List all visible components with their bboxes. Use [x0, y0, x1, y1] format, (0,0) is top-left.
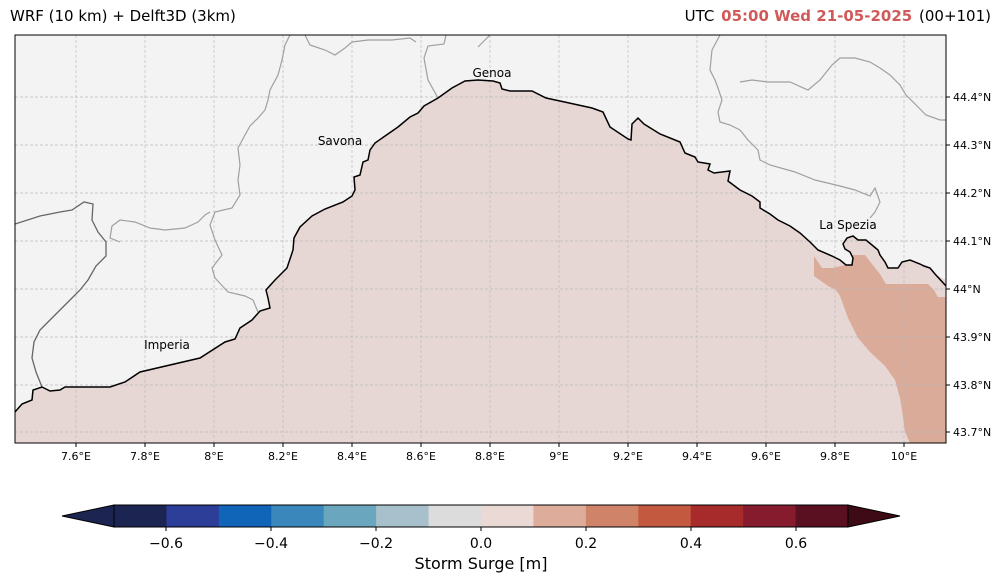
country-border: [15, 201, 107, 388]
colorbar-cell: [218, 505, 272, 527]
city-label-imperia: Imperia: [144, 338, 190, 352]
graticule: [15, 35, 946, 443]
lon-tick-label: 10°E: [891, 450, 917, 463]
lat-tick-label: 43.9°N: [953, 331, 991, 344]
lon-axis: 7.6°E 7.8°E 8°E 8.2°E 8.4°E 8.6°E 8.8°E …: [61, 443, 917, 463]
sea-surge-area: [15, 80, 946, 443]
colorbar-tick-label: −0.2: [359, 536, 393, 552]
colorbar-under-arrow: [61, 504, 115, 528]
left-title: WRF (10 km) + Delft3D (3km): [10, 7, 236, 25]
lon-tick-label: 9.8°E: [820, 450, 850, 463]
lat-tick-label: 44.1°N: [953, 235, 991, 248]
utc-prefix: UTC: [684, 7, 715, 25]
colorbar-cell: [585, 505, 639, 527]
colorbar-cell: [323, 505, 377, 527]
city-label-genoa: Genoa: [473, 66, 512, 80]
lat-tick-label: 44°N: [953, 283, 981, 296]
colorbar-cell: [376, 505, 430, 527]
colorbar-cell: [690, 505, 744, 527]
colorbar-tick-label: 0.6: [785, 536, 807, 552]
colorbar-over-arrow: [847, 504, 901, 528]
colorbar-tick-label: 0.0: [470, 536, 492, 552]
colorbar-tick-label: −0.4: [254, 536, 288, 552]
lon-tick-label: 9°E: [549, 450, 568, 463]
colorbar-cell: [795, 505, 849, 527]
lat-axis: 44.4°N 44.3°N 44.2°N 44.1°N 44°N 43.9°N …: [946, 91, 991, 439]
colorbar-cell: [638, 505, 692, 527]
colorbar-cell: [166, 505, 220, 527]
lon-tick-label: 9.6°E: [751, 450, 781, 463]
map-frame: [14, 34, 947, 444]
lon-tick-label: 7.6°E: [61, 450, 91, 463]
lat-tick-label: 44.2°N: [953, 187, 991, 200]
lon-tick-label: 8.2°E: [268, 450, 298, 463]
colorbar-cell: [481, 505, 534, 527]
city-label-savona: Savona: [318, 134, 362, 148]
colorbar-title: Storm Surge [m]: [415, 554, 548, 573]
lat-tick-label: 43.7°N: [953, 426, 991, 439]
lon-tick-label: 7.8°E: [130, 450, 160, 463]
lon-tick-label: 9.2°E: [613, 450, 643, 463]
city-label-la-spezia: La Spezia: [819, 218, 876, 232]
valid-time: 05:00 Wed 21-05-2025: [721, 7, 913, 25]
colorbar-cells: [114, 505, 849, 527]
lon-tick-label: 8°E: [204, 450, 223, 463]
colorbar-ticks: [165, 527, 797, 531]
lon-tick-label: 8.4°E: [337, 450, 367, 463]
colorbar-tick-label: −0.6: [149, 536, 183, 552]
lead-time: (00+101): [919, 7, 991, 25]
coastline: [15, 79, 946, 413]
colorbar-cell: [428, 505, 482, 527]
colorbar-tick-label: 0.2: [575, 536, 597, 552]
lon-tick-label: 9.4°E: [682, 450, 712, 463]
admin-boundaries: [109, 35, 946, 313]
surge-patch-east: [814, 255, 946, 443]
time-title: UTC 05:00 Wed 21-05-2025 (00+101): [685, 7, 991, 25]
colorbar: −0.6 −0.4 −0.2 0.0 0.2 0.4 0.6 Storm Sur…: [61, 504, 901, 573]
lat-tick-label: 44.3°N: [953, 139, 991, 152]
colorbar-cell: [271, 505, 325, 527]
lat-tick-label: 43.8°N: [953, 379, 991, 392]
lat-tick-label: 44.4°N: [953, 91, 991, 104]
lon-tick-label: 8.6°E: [406, 450, 436, 463]
map-area: Genoa Savona La Spezia Imperia: [15, 35, 946, 443]
colorbar-cell: [743, 505, 797, 527]
colorbar-tick-label: 0.4: [680, 536, 702, 552]
colorbar-cell: [533, 505, 587, 527]
lon-tick-label: 8.8°E: [475, 450, 505, 463]
colorbar-cell: [114, 505, 167, 527]
